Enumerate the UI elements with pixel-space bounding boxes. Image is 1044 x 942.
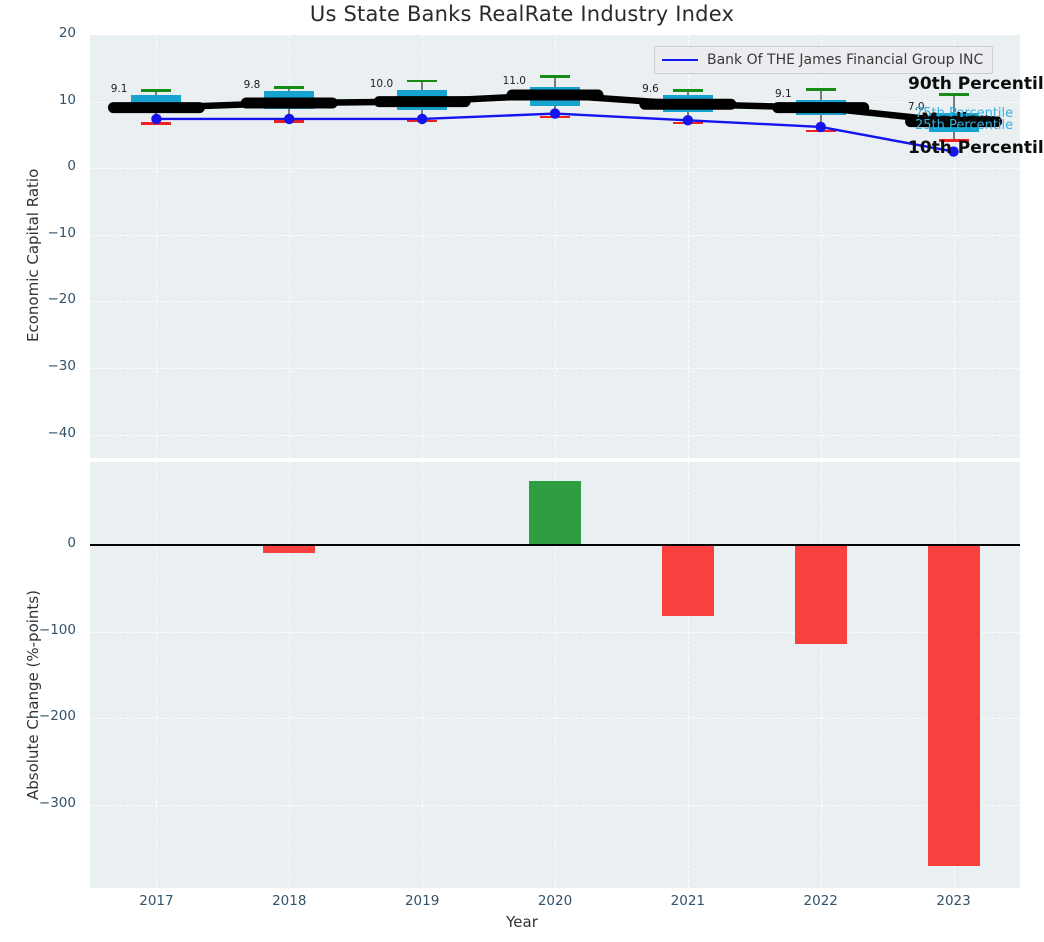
cap-90th [274,86,304,89]
xtick-2022: 2022 [786,895,856,909]
box-iqr [397,90,447,111]
chart-title: Us State Banks RealRate Industry Index [0,2,1044,26]
xtick-2021: 2021 [653,895,723,909]
median-label-2017: 9.1 [83,83,127,95]
gridline-x-bottom-2017 [156,462,157,888]
xtick-2019: 2019 [387,895,457,909]
ytick-top-10: 10 [6,94,76,108]
box-iqr [663,95,713,112]
bar-2021 [662,545,714,616]
ytick-top--30: −30 [6,360,76,374]
legend[interactable]: Bank Of THE James Financial Group INC [654,46,993,74]
y-axis-title-bottom: Absolute Change (%-points) [24,590,42,800]
chart-root: Us State Banks RealRate Industry Index 2… [0,0,1044,942]
gridline-x-bottom-2018 [289,462,290,888]
bar-2018 [263,545,315,554]
cap-90th [806,88,836,91]
box-iqr [796,100,846,115]
annotation-90th-percentile: 90th Percentile [908,74,1044,94]
cap-10th [806,130,836,133]
zero-line [90,544,1020,546]
median-label-2022: 9.1 [748,88,792,100]
median-label-2019: 10.0 [349,78,393,90]
y-axis-title-top: Economic Capital Ratio [24,168,42,341]
bar-2020 [529,481,581,544]
cap-10th [141,122,171,125]
cap-10th [407,120,437,123]
legend-line-swatch [662,59,698,61]
xtick-2020: 2020 [520,895,590,909]
xtick-2023: 2023 [919,895,989,909]
bar-2022 [795,545,847,644]
annotation-25th-percentile: 25th Percentile [915,118,1013,133]
gridline-x-bottom-2022 [821,462,822,888]
cap-90th [141,89,171,92]
bar-2023 [928,545,980,867]
legend-label-0: Bank Of THE James Financial Group INC [707,52,983,68]
gridline-x-bottom-2021 [688,462,689,888]
median-label-2018: 9.8 [216,79,260,91]
ytick-top-20: 20 [6,27,76,41]
median-label-2020: 11.0 [482,75,526,87]
box-iqr [131,95,181,112]
cap-10th [540,116,570,119]
cap-10th [274,120,304,123]
ytick-top--40: −40 [6,427,76,441]
x-axis-title: Year [0,913,1044,931]
cap-90th [673,89,703,92]
gridline-x-bottom-2019 [422,462,423,888]
cap-90th [540,75,570,78]
cap-10th [673,122,703,125]
xtick-2017: 2017 [121,895,191,909]
annotation-10th-percentile: 10th Percentile [908,138,1044,158]
box-iqr [530,87,580,106]
xtick-2018: 2018 [254,895,324,909]
ytick-bottom-0: 0 [6,537,76,551]
cap-90th [407,80,437,83]
box-iqr [264,91,314,109]
median-label-2021: 9.6 [615,83,659,95]
